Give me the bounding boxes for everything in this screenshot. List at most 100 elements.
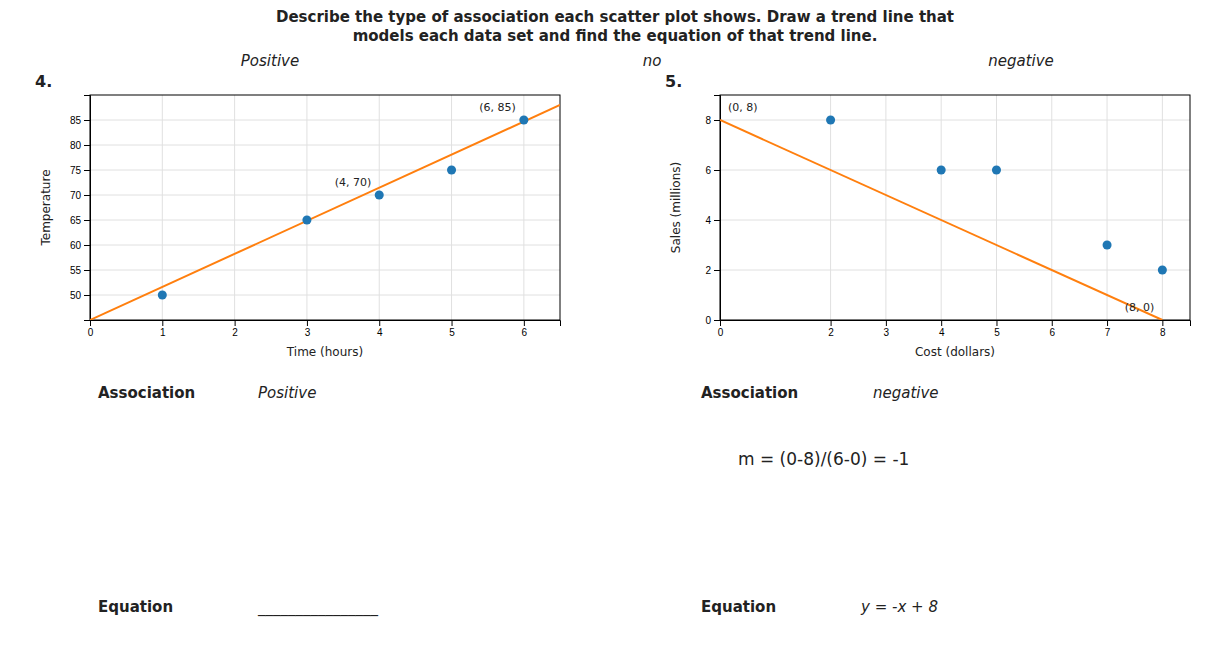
annotation: Equation: [98, 598, 173, 616]
annotation: negative: [873, 384, 939, 402]
point: [158, 290, 167, 299]
grid-line: [1162, 95, 1163, 320]
grid-line: [720, 170, 1190, 171]
point-annotation: (6, 85): [479, 101, 516, 114]
tick-mark: [452, 320, 453, 326]
x-axis: 0 2 3 4 5 6 7 8: [718, 320, 1191, 338]
tick: 8: [1160, 320, 1166, 338]
annotation: m = (0-8)/(6-0) = -1: [738, 449, 909, 469]
grid-line: [720, 270, 1190, 271]
grid: [720, 95, 1190, 320]
tick-mark: [84, 120, 90, 121]
x-axis: 0123456: [88, 320, 561, 338]
grid-line: [1051, 95, 1052, 320]
plot-area: [90, 95, 560, 320]
tick: 0: [718, 320, 724, 338]
tick: 55: [70, 265, 90, 276]
tick-label: 2: [705, 265, 711, 276]
tick-label: 2: [828, 327, 834, 338]
point: [1103, 240, 1112, 249]
annotation: no: [643, 52, 662, 70]
annotation: y = -x + 8: [860, 598, 938, 616]
grid-line: [90, 220, 560, 221]
grid-line: [306, 95, 307, 320]
chart-title: 4.: [35, 72, 52, 91]
tick-label: 5: [994, 327, 1000, 338]
tick: 1: [160, 320, 166, 338]
axis-line: [714, 96, 721, 321]
figure-title: Describe the type of association each sc…: [276, 8, 954, 45]
tick-mark: [714, 220, 720, 221]
chart: 01234565055606570758085Time (hours)Tempe…: [35, 72, 561, 359]
grid-line: [830, 95, 831, 320]
grid-line: [90, 245, 560, 246]
point: [937, 165, 946, 174]
plot-area: [720, 95, 1190, 320]
tick-mark: [831, 320, 832, 326]
tick-mark: [714, 320, 720, 321]
y-axis-title: Temperature: [39, 169, 53, 246]
tick-label: 5: [449, 327, 455, 338]
annotation: negative: [988, 52, 1054, 70]
annotation: ________________: [257, 598, 379, 617]
tick: 60: [70, 240, 90, 251]
annotation: Association: [701, 384, 798, 402]
tick-mark: [941, 320, 942, 326]
tick: 85: [70, 115, 90, 126]
tick-label: 0: [705, 315, 711, 326]
tick-label: 0: [718, 327, 724, 338]
tick: 4: [377, 320, 383, 338]
point: [1158, 265, 1167, 274]
tick-mark: [714, 170, 720, 171]
tick: 8: [705, 115, 720, 126]
tick-mark: [235, 320, 236, 326]
tick-mark: [84, 220, 90, 221]
tick-mark: [996, 320, 997, 326]
tick: 0: [88, 320, 94, 338]
tick-label: 7: [1105, 327, 1111, 338]
tick-mark: [1162, 320, 1163, 326]
tick-label: 3: [884, 327, 890, 338]
point: [519, 115, 528, 124]
point-annotation: (0, 8): [728, 101, 758, 114]
axis-line: [721, 321, 1191, 327]
axis-line: [84, 96, 91, 321]
grid-line: [234, 95, 235, 320]
tick: 2: [232, 320, 238, 338]
grid-line: [996, 95, 997, 320]
tick: 4: [705, 215, 720, 226]
plot-frame: [90, 95, 560, 320]
tick-label: 4: [377, 327, 383, 338]
trend-line: [720, 120, 1162, 320]
tick: 6: [1049, 320, 1055, 338]
tick-label: 3: [305, 327, 311, 338]
grid: [90, 95, 560, 320]
tick-mark: [379, 320, 380, 326]
tick: 2: [828, 320, 834, 338]
tick-label: 0: [88, 327, 94, 338]
tick-label: 6: [1049, 327, 1055, 338]
marks: [720, 115, 1167, 320]
tick-label: 1: [160, 327, 166, 338]
grid-line: [1107, 95, 1108, 320]
grid-line: [90, 170, 560, 171]
tick: 3: [305, 320, 311, 338]
grid-line: [451, 95, 452, 320]
point-annotation: (8, 0): [1125, 301, 1155, 314]
tick-mark: [162, 320, 163, 326]
figure: Describe the type of association each sc…: [0, 0, 1230, 657]
tick: 7: [1105, 320, 1111, 338]
tick: 6: [705, 165, 720, 176]
chart-title: 5.: [665, 72, 682, 91]
tick: 0: [705, 315, 720, 326]
axis-line: [91, 321, 561, 327]
tick-label: 6: [705, 165, 711, 176]
tick-mark: [84, 270, 90, 271]
tick: 80: [70, 140, 90, 151]
tick: 4: [939, 320, 945, 338]
tick-label: 60: [70, 240, 82, 251]
tick-mark: [84, 245, 90, 246]
grid-line: [720, 120, 1190, 121]
point: [826, 115, 835, 124]
point-annotation: (4, 70): [335, 176, 372, 189]
